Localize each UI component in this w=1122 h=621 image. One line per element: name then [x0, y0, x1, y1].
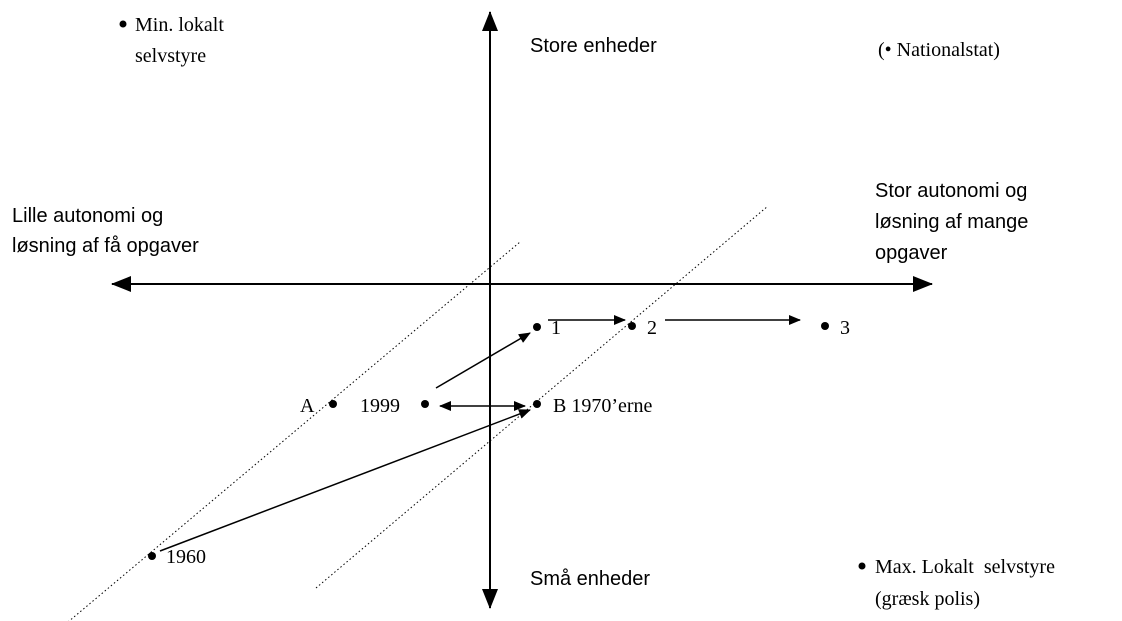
- axis-label: Små enheder: [530, 568, 650, 590]
- axis-label: løsning af få opgaver: [12, 235, 199, 257]
- point-label: A: [300, 395, 315, 417]
- corner-label: selvstyre: [135, 45, 206, 67]
- point-label: 2: [647, 317, 657, 339]
- point-label: 1960: [166, 546, 206, 568]
- corner-label: Min. lokalt: [135, 14, 224, 36]
- corner-label: (græsk polis): [875, 588, 980, 610]
- axis-label: Stor autonomi og: [875, 180, 1027, 202]
- arrow: [435, 332, 531, 389]
- point-label: B 1970’erne: [553, 395, 653, 417]
- axis-label: Lille autonomi og: [12, 205, 163, 227]
- point: [628, 322, 636, 330]
- arrow: [159, 409, 531, 552]
- point-label: 3: [840, 317, 850, 339]
- point: [421, 400, 429, 408]
- axis-label: løsning af mange: [875, 211, 1028, 233]
- point-label: 1999: [360, 395, 400, 417]
- point: [533, 323, 541, 331]
- bullet: [858, 562, 866, 570]
- corner-label: Max. Lokalt selvstyre: [875, 556, 1055, 578]
- point: [821, 322, 829, 330]
- corner-label: (• Nationalstat): [878, 39, 1000, 61]
- dotted-line: [68, 241, 521, 621]
- point: [148, 552, 156, 560]
- point: [329, 400, 337, 408]
- dotted-line: [315, 205, 769, 589]
- axis-label: opgaver: [875, 242, 948, 264]
- point: [533, 400, 541, 408]
- axis-label: Store enheder: [530, 35, 657, 57]
- bullet: [119, 20, 127, 28]
- point-label: 1: [551, 317, 561, 339]
